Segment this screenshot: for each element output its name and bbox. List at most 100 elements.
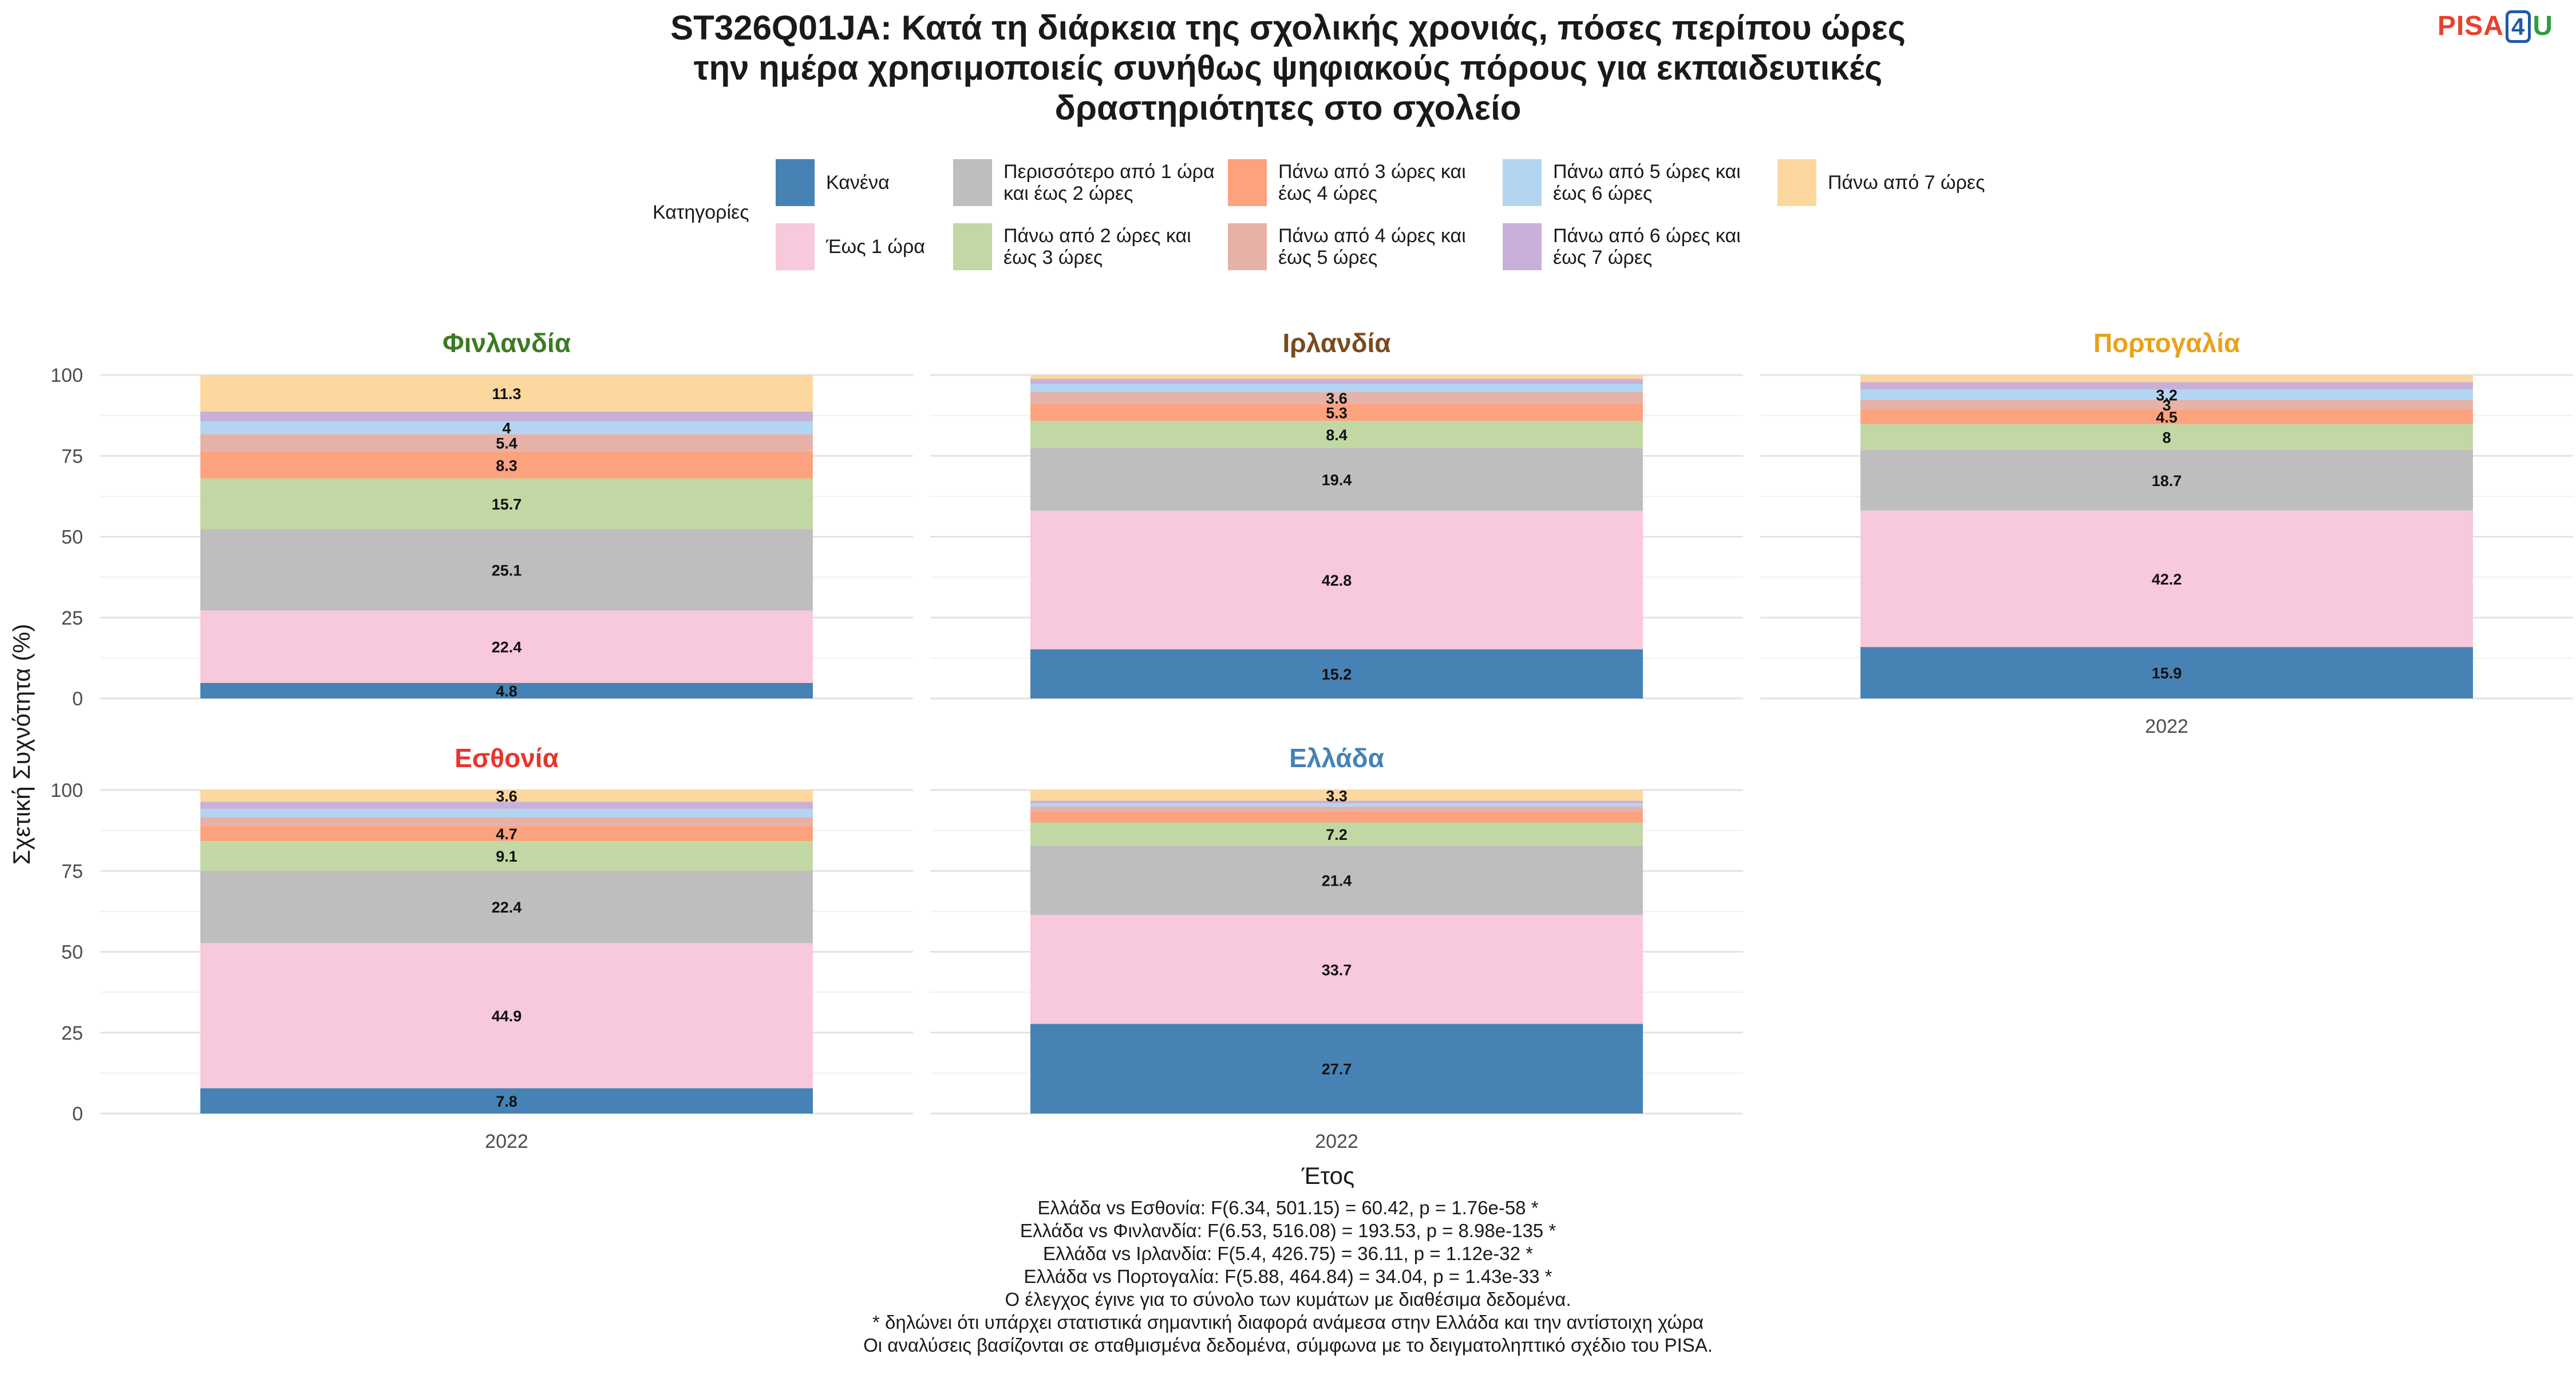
legend-label: Πάνω από 3 ώρες και έως 4 ώρες xyxy=(1278,161,1466,204)
bar-segment xyxy=(200,421,813,435)
legend-item: Περισσότερο από 1 ώρα και έως 2 ώρες xyxy=(953,159,1227,206)
bar-segment xyxy=(1030,1024,1643,1114)
data-label: 33.7 xyxy=(1322,961,1352,978)
data-label: 8 xyxy=(2162,429,2171,446)
x-tick-label: 2022 xyxy=(1315,1131,1358,1152)
bar-segment xyxy=(200,1088,813,1114)
data-label: 15.2 xyxy=(1322,666,1352,683)
data-label: 3 xyxy=(2162,397,2171,414)
logo-text: U xyxy=(2532,11,2553,41)
chart-title: ST326Q01JA: Κατά τη διάρκεια της σχολική… xyxy=(487,8,2089,128)
bar-segment xyxy=(1860,382,2473,390)
bar-segment xyxy=(200,682,813,698)
bar-segment xyxy=(1030,511,1643,650)
bar-segment xyxy=(1030,806,1643,812)
y-tick-label: 25 xyxy=(61,607,83,629)
data-label: 8.4 xyxy=(1326,427,1348,444)
legend-label: Κανένα xyxy=(826,172,890,194)
bar-segment xyxy=(200,610,813,683)
facet-title: Εσθονία xyxy=(455,743,559,773)
data-label: 8.3 xyxy=(496,457,517,474)
bar-segment xyxy=(1030,375,1643,379)
y-tick-label: 100 xyxy=(50,780,83,802)
bar-segment xyxy=(1030,649,1643,698)
bar-segment xyxy=(1860,510,2473,647)
bar-segment xyxy=(1030,448,1643,511)
x-axis-title: Έτος xyxy=(1301,1162,1355,1189)
data-label: 11.3 xyxy=(492,385,521,402)
data-label: 44.9 xyxy=(492,1008,522,1025)
legend-key-swatch xyxy=(1228,223,1267,270)
bar-segment xyxy=(1030,404,1643,421)
legend-label: Έως 1 ώρα xyxy=(826,236,925,258)
data-label: 3.6 xyxy=(496,788,517,805)
logo-text: PISA xyxy=(2437,11,2504,41)
facet-panel: Ελλάδα 27.7 33.7 21.4 7.2 3.3 2022 xyxy=(930,743,1743,1152)
bar-segment xyxy=(200,817,813,826)
data-label: 3.6 xyxy=(1326,390,1348,407)
bar-segment xyxy=(1030,915,1643,1024)
title-line: δραστηριότητες στο σχολείο xyxy=(1054,89,1522,127)
legend-key-swatch xyxy=(1228,159,1267,206)
legend-key-swatch xyxy=(776,223,815,270)
bar-segment xyxy=(1030,803,1643,807)
data-label: 42.8 xyxy=(1322,572,1352,589)
legend-item: Πάνω από 5 ώρες και έως 6 ώρες xyxy=(1503,159,1776,206)
bar-segment xyxy=(1860,424,2473,451)
footnote: Ελλάδα vs Εσθονία: F(6.34, 501.15) = 60.… xyxy=(1037,1197,1539,1218)
y-tick-label: 75 xyxy=(61,445,83,467)
data-label: 7.2 xyxy=(1326,826,1348,843)
y-tick-label: 25 xyxy=(61,1022,83,1044)
y-tick-label: 75 xyxy=(61,860,83,882)
y-tick-label: 0 xyxy=(72,1103,83,1125)
footnote: * δηλώνει ότι υπάρχει στατιστικά σημαντι… xyxy=(872,1312,1704,1333)
y-tick-label: 100 xyxy=(50,365,83,386)
bar-segment xyxy=(200,802,813,809)
data-label: 4.8 xyxy=(496,682,517,700)
y-tick-label: 0 xyxy=(72,688,83,710)
data-label: 15.9 xyxy=(2152,665,2182,682)
legend-item: Κανένα xyxy=(776,159,1049,206)
data-label: 4.7 xyxy=(496,826,517,843)
facet-panel: Φινλανδία 0 25 50 75 100 4.8 22.4 25.1 15.7 8.3 5.4… xyxy=(50,328,913,710)
data-label: 4 xyxy=(502,420,511,437)
data-label: 3.2 xyxy=(2156,386,2178,404)
data-label: 22.4 xyxy=(492,899,522,916)
data-label: 15.7 xyxy=(492,496,522,513)
bar-segment xyxy=(200,790,813,802)
legend-key-swatch xyxy=(953,223,992,270)
legend-label: Πάνω από 7 ώρες xyxy=(1828,172,1985,194)
bar-segment xyxy=(1860,450,2473,511)
logo-text: 4 xyxy=(2505,10,2531,43)
bar-segment xyxy=(1030,846,1643,915)
data-label: 22.4 xyxy=(492,639,522,656)
footnote: Ο έλεγχος έγινε για το σύνολο των κυμάτω… xyxy=(1005,1289,1571,1310)
legend-key-swatch xyxy=(953,159,992,206)
bar-segment xyxy=(1030,392,1643,404)
bar-segment xyxy=(200,826,813,842)
legend-key-swatch xyxy=(1503,159,1542,206)
bar-segment xyxy=(1030,800,1643,804)
facet-title: Πορτογαλία xyxy=(2093,328,2240,358)
bar-segment xyxy=(200,943,813,1088)
y-tick-label: 50 xyxy=(61,527,83,548)
faceted-stacked-bar-chart: Φινλανδία 0 25 50 75 100 4.8 22.4 25.1 15.7 8.3 5.4… xyxy=(8,328,2573,1189)
legend-item: Πάνω από 2 ώρες και έως 3 ώρες xyxy=(953,223,1227,270)
title-line: ST326Q01JA: Κατά τη διάρκεια της σχολική… xyxy=(670,9,1906,47)
bar-segment xyxy=(200,808,813,818)
bar-segment xyxy=(200,529,813,611)
facet-title: Ελλάδα xyxy=(1289,743,1384,773)
data-label: 3.3 xyxy=(1326,787,1348,804)
bar-segment xyxy=(1860,400,2473,410)
legend-key-swatch xyxy=(1503,223,1542,270)
bar-segment xyxy=(1860,647,2473,698)
bar-segment xyxy=(1860,409,2473,424)
legend-label: Πάνω από 2 ώρες και έως 3 ώρες xyxy=(1003,225,1191,269)
data-label: 19.4 xyxy=(1322,471,1352,488)
bar-segment xyxy=(1030,790,1643,801)
footnotes: Ελλάδα vs Εσθονία: F(6.34, 501.15) = 60.… xyxy=(744,1197,1832,1357)
legend-item: Έως 1 ώρα xyxy=(776,223,1049,270)
legend-item: Πάνω από 3 ώρες και έως 4 ώρες xyxy=(1228,159,1502,206)
data-label: 18.7 xyxy=(2152,472,2182,489)
legend-label: Πάνω από 6 ώρες και έως 7 ώρες xyxy=(1553,225,1741,269)
